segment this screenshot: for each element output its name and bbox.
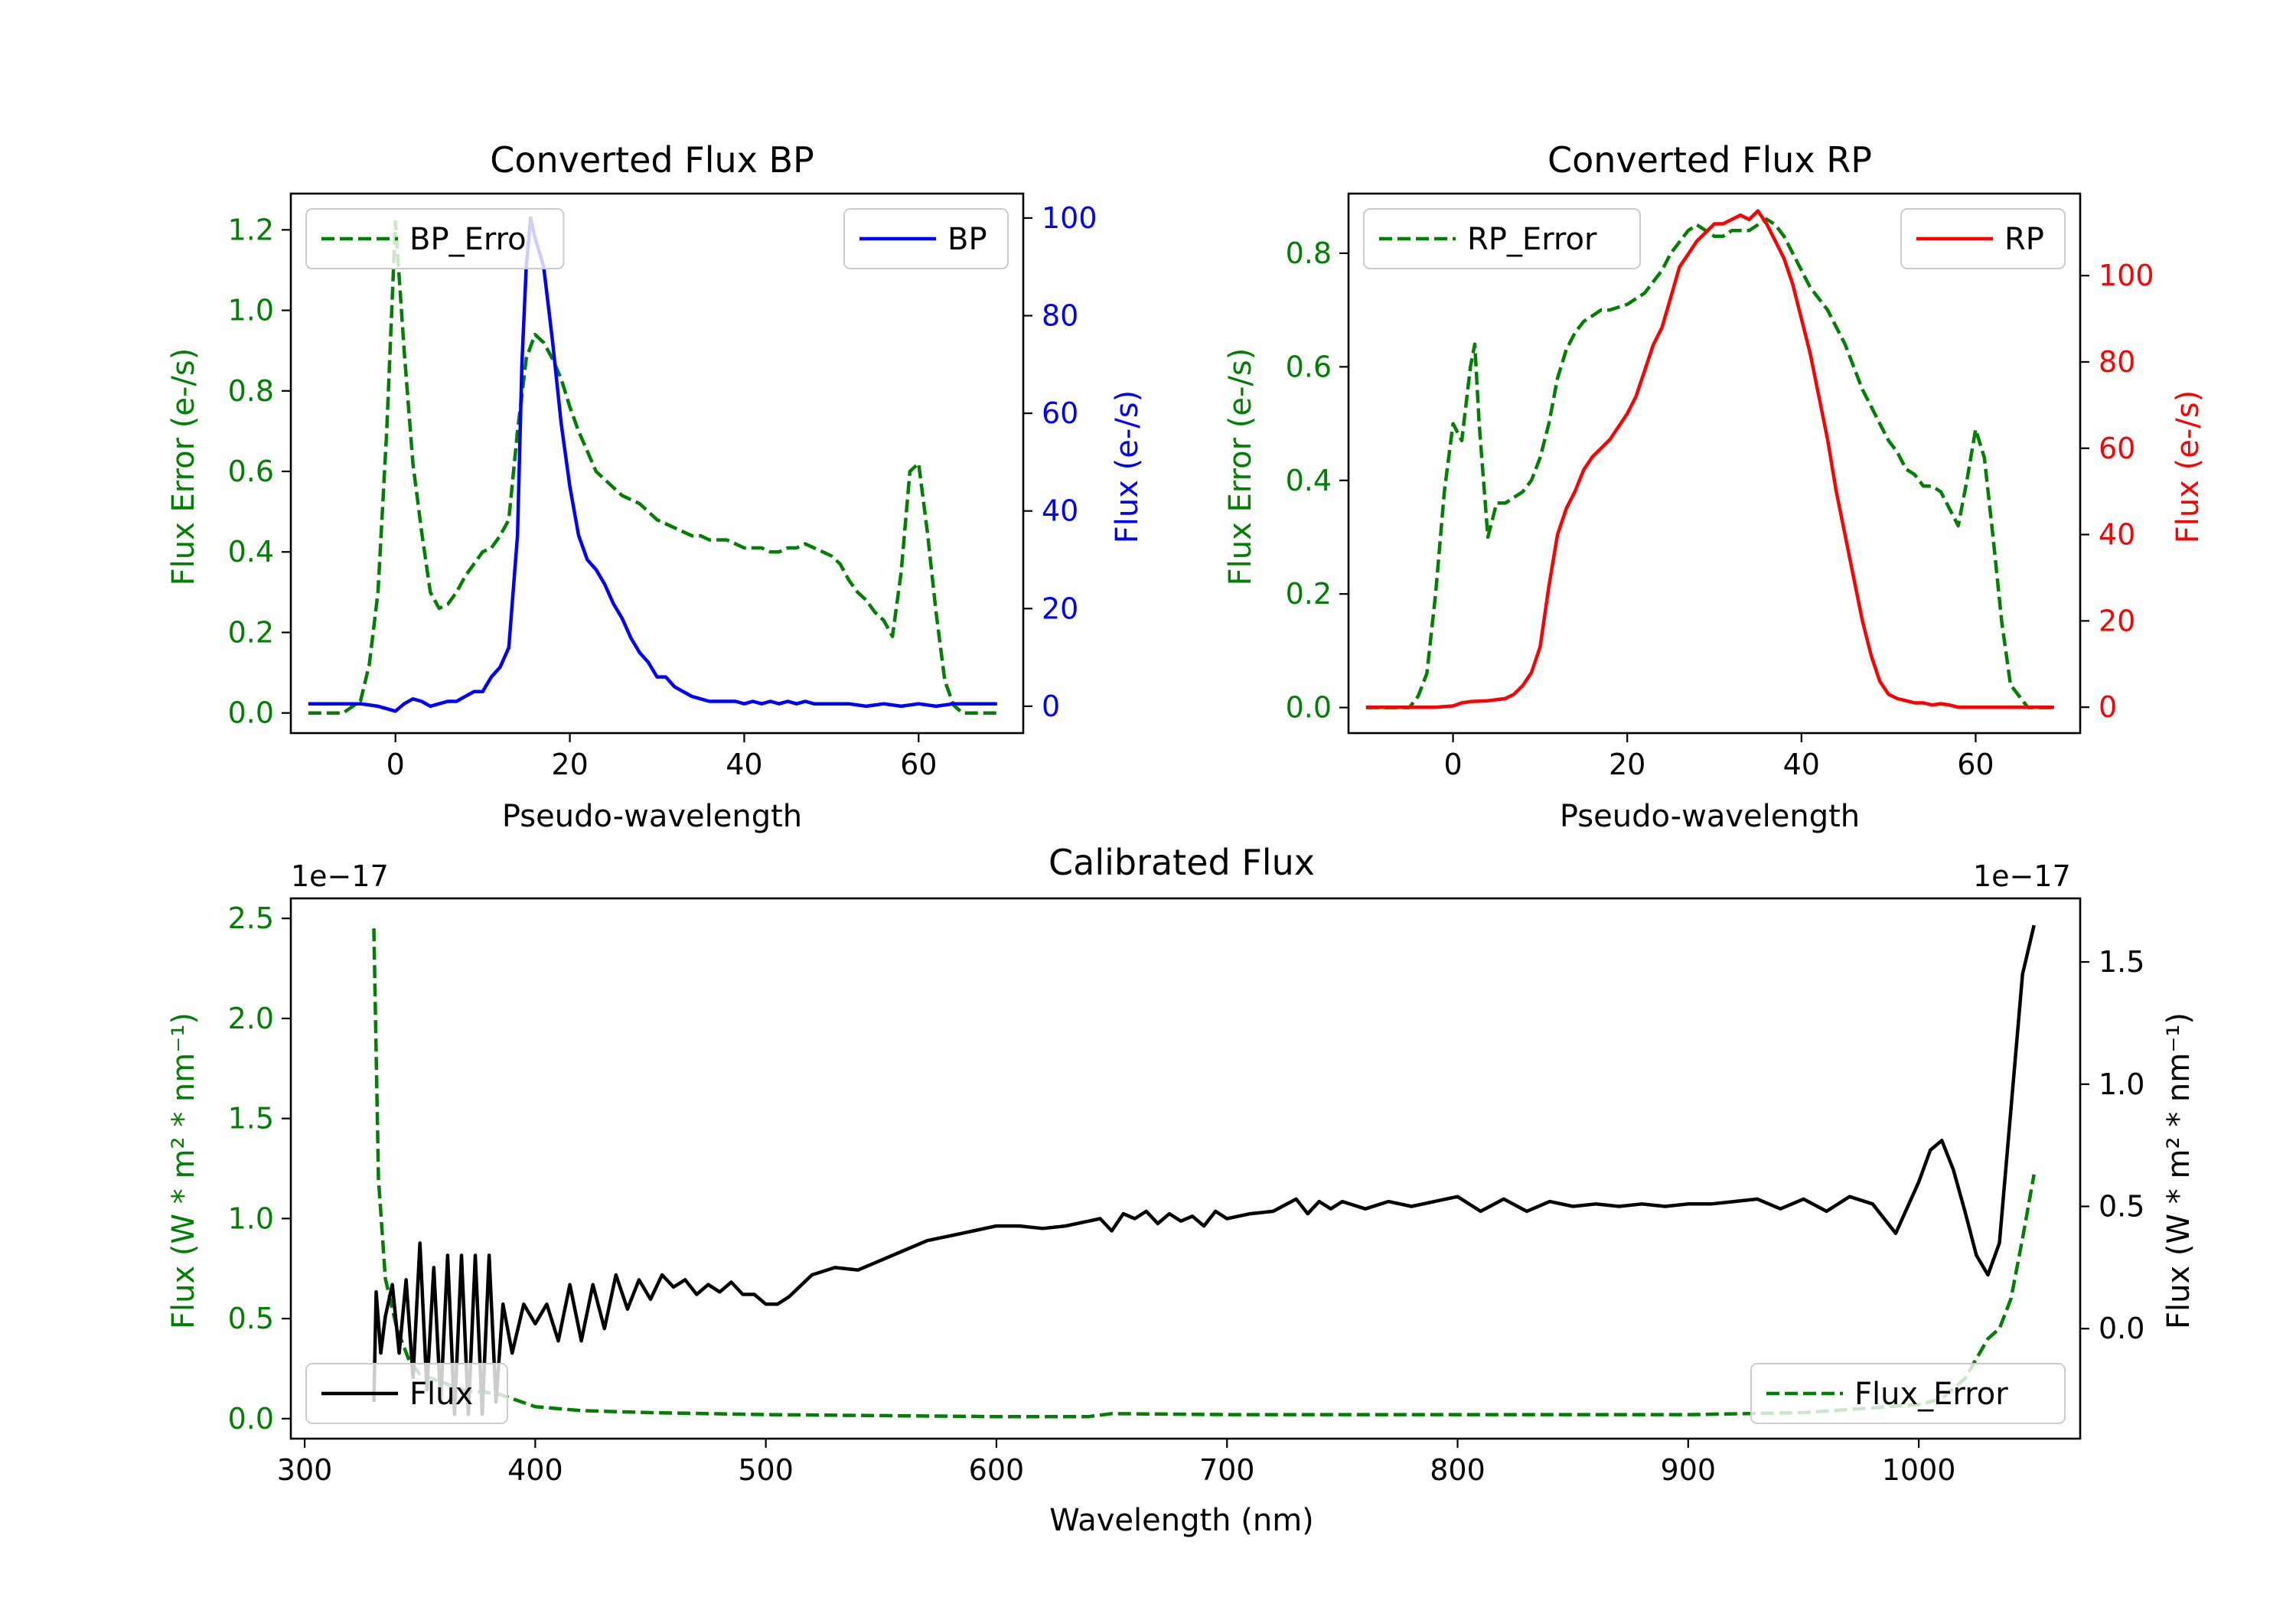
right-y-axis-label: Flux (e-/s) bbox=[2170, 390, 2206, 543]
series-bp-error-line bbox=[308, 220, 997, 715]
left-y-tick-label: 0.8 bbox=[228, 374, 274, 408]
legend-box bbox=[1750, 1363, 2066, 1424]
right-y-tick-label: 20 bbox=[1042, 592, 1078, 625]
x-tick-label: 400 bbox=[507, 1453, 563, 1487]
legend-label: BP_Erro bbox=[409, 222, 527, 257]
legend: BP bbox=[843, 208, 1009, 269]
legend-box bbox=[1363, 208, 1641, 269]
x-tick-label: 700 bbox=[1199, 1453, 1255, 1487]
left-y-tick-label: 0.8 bbox=[1286, 236, 1332, 270]
left-y-tick-label: 0.0 bbox=[228, 1402, 274, 1436]
right-y-tick-label: 80 bbox=[2099, 345, 2135, 379]
left-y-tick-label: 0.5 bbox=[228, 1302, 274, 1335]
legend: Flux_Error bbox=[1750, 1363, 2066, 1424]
panel-calibrated-flux: Calibrated Flux Wavelength (nm) Flux (W … bbox=[166, 842, 2197, 1538]
right-y-axis-label: Flux (W * m² * nm⁻¹) bbox=[2161, 1012, 2197, 1329]
right-y-tick-label: 0 bbox=[2099, 690, 2117, 724]
x-tick-label: 40 bbox=[726, 748, 762, 781]
left-y-axis-label: Flux Error (e-/s) bbox=[1223, 348, 1258, 586]
x-tick-label: 60 bbox=[1957, 748, 1994, 781]
legend: RP bbox=[1900, 208, 2066, 269]
left-y-tick-label: 2.5 bbox=[228, 901, 274, 935]
right-y-tick-label: 20 bbox=[2099, 604, 2135, 637]
x-axis-label: Pseudo-wavelength bbox=[502, 799, 802, 834]
chart-title: Calibrated Flux bbox=[1049, 842, 1315, 883]
right-y-tick-label: 0.0 bbox=[2099, 1312, 2144, 1345]
legend-box bbox=[305, 1363, 508, 1424]
left-y-tick-label: 0.2 bbox=[1286, 577, 1332, 611]
left-y-tick-label: 0.6 bbox=[1286, 350, 1332, 383]
plot-frame bbox=[289, 192, 1025, 735]
x-tick-label: 0 bbox=[386, 748, 405, 781]
x-axis-label: Wavelength (nm) bbox=[1049, 1503, 1314, 1538]
right-y-tick-label: 1.5 bbox=[2099, 945, 2144, 979]
left-y-tick-label: 0.6 bbox=[228, 455, 274, 488]
right-y-tick-label: 60 bbox=[1042, 396, 1078, 430]
left-y-tick-label: 1.0 bbox=[228, 1201, 274, 1235]
panel-converted-flux-bp: Converted Flux BP Pseudo-wavelength Flux… bbox=[166, 139, 1145, 834]
left-y-tick-label: 1.5 bbox=[228, 1102, 274, 1136]
chart-title: Converted Flux BP bbox=[490, 139, 814, 181]
legend-label: BP bbox=[947, 222, 987, 257]
left-y-tick-label: 0.0 bbox=[1286, 691, 1332, 725]
x-tick-label: 600 bbox=[969, 1453, 1025, 1487]
legend: RP_Error bbox=[1363, 208, 1641, 269]
left-y-tick-label: 1.0 bbox=[228, 294, 274, 328]
x-tick-label: 800 bbox=[1430, 1453, 1486, 1487]
right-y-tick-label: 100 bbox=[2099, 259, 2154, 292]
plot-frame bbox=[1347, 192, 2082, 735]
right-y-tick-label: 100 bbox=[1042, 201, 1097, 235]
right-y-axis-label: Flux (e-/s) bbox=[1110, 390, 1145, 543]
left-y-tick-label: 1.2 bbox=[228, 213, 274, 246]
x-tick-label: 0 bbox=[1443, 748, 1462, 781]
right-y-tick-label: 0 bbox=[1042, 689, 1060, 723]
left-y-tick-label: 0.4 bbox=[1286, 464, 1332, 497]
left-y-tick-label: 2.0 bbox=[228, 1002, 274, 1035]
panel-converted-flux-rp: Converted Flux RP Pseudo-wavelength Flux… bbox=[1223, 139, 2206, 834]
right-y-tick-label: 1.0 bbox=[2099, 1068, 2144, 1101]
x-tick-label: 1000 bbox=[1882, 1453, 1956, 1487]
legend: Flux bbox=[305, 1363, 508, 1424]
legend: BP_Erro bbox=[305, 208, 565, 269]
x-tick-label: 60 bbox=[900, 748, 937, 781]
legend-label: Flux_Error bbox=[1854, 1377, 2008, 1412]
left-y-tick-label: 0.2 bbox=[228, 615, 274, 649]
right-y-tick-label: 40 bbox=[1042, 494, 1078, 528]
left-y-axis-label: Flux Error (e-/s) bbox=[166, 348, 201, 586]
right-y-tick-label: 60 bbox=[2099, 432, 2135, 465]
right-y-tick-label: 0.5 bbox=[2099, 1190, 2144, 1224]
x-tick-label: 900 bbox=[1661, 1453, 1717, 1487]
series-rp-error-line bbox=[1365, 217, 2054, 709]
left-y-axis-label: Flux (W * m² * nm⁻¹) bbox=[166, 1012, 201, 1329]
series-flux-line bbox=[372, 924, 2036, 1416]
right-y-tick-label: 40 bbox=[2099, 518, 2135, 552]
right-y-tick-label: 80 bbox=[1042, 299, 1078, 333]
x-tick-label: 20 bbox=[1609, 748, 1645, 781]
legend-label: RP_Error bbox=[1467, 222, 1597, 257]
legend-label: RP bbox=[2004, 222, 2044, 257]
series-group bbox=[1365, 209, 2054, 709]
left-y-tick-label: 0.0 bbox=[228, 696, 274, 730]
plot-frame bbox=[289, 897, 2082, 1440]
x-tick-label: 20 bbox=[551, 748, 588, 781]
x-tick-label: 40 bbox=[1783, 748, 1820, 781]
series-bp-line bbox=[308, 216, 997, 713]
left-offset-text: 1e−17 bbox=[291, 859, 389, 893]
left-y-tick-label: 0.4 bbox=[228, 535, 274, 569]
x-tick-label: 300 bbox=[277, 1453, 333, 1487]
right-offset-text: 1e−17 bbox=[1973, 859, 2071, 893]
x-tick-label: 500 bbox=[738, 1453, 794, 1487]
legend-box bbox=[305, 208, 565, 269]
series-group bbox=[308, 216, 997, 715]
series-rp-line bbox=[1365, 209, 2054, 709]
x-axis-label: Pseudo-wavelength bbox=[1560, 799, 1860, 834]
chart-title: Converted Flux RP bbox=[1548, 139, 1872, 181]
legend-label: Flux bbox=[409, 1377, 473, 1412]
